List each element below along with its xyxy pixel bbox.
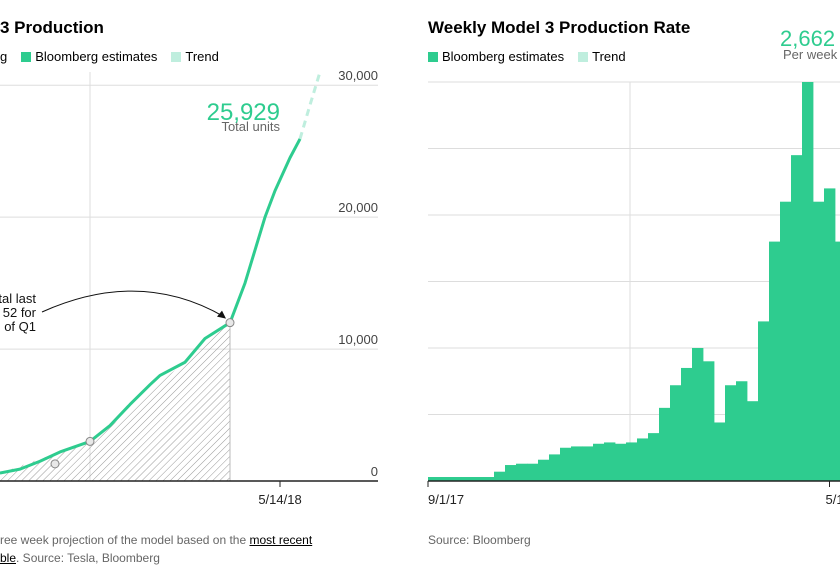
legend-item-estimates-right: Bloomberg estimates: [428, 49, 564, 64]
legend-swatch-trend: [171, 51, 182, 62]
total-units-label: Total units: [221, 119, 280, 134]
trend-line: [298, 71, 322, 140]
weekly-bar: [736, 381, 748, 481]
weekly-bar: [505, 465, 517, 481]
y-tick-label: 0: [371, 464, 378, 479]
weekly-bar: [626, 442, 638, 481]
reported-marker: [50, 459, 60, 469]
total-units-value: 25,929: [207, 99, 280, 126]
weekly-bar: [813, 201, 825, 481]
right-chart-title: Weekly Model 3 Production Rate: [428, 18, 691, 37]
weekly-bar: [604, 442, 616, 481]
annotation-arrow: [41, 290, 225, 318]
reported-marker: [85, 436, 95, 446]
weekly-bar: [769, 241, 781, 481]
y-tick-label: 30,000: [338, 68, 378, 83]
weekly-bar: [703, 361, 715, 481]
weekly-bar: [780, 201, 792, 481]
y-tick-label: 10,000: [338, 332, 378, 347]
per-week-value: 2,662: [780, 26, 835, 51]
estimates-line: [0, 138, 302, 475]
reported-area: [0, 322, 230, 481]
annotation-text: tal last: [0, 291, 36, 306]
weekly-bar: [582, 446, 594, 481]
footnote-link-most-recent[interactable]: most recent: [249, 533, 313, 547]
annotation-text: 52 for: [3, 305, 37, 320]
x-tick-label: 5/14/18: [258, 492, 301, 507]
weekly-bar: [483, 477, 495, 481]
weekly-bar: [461, 477, 473, 481]
legend-swatch-estimates: [21, 51, 32, 62]
weekly-bar: [450, 477, 462, 481]
weekly-bar: [725, 385, 737, 481]
weekly-bar: [538, 459, 550, 481]
legend-swatch-estimates-right: [428, 51, 438, 62]
weekly-bar: [527, 463, 539, 481]
legend-item-estimates: Bloomberg estimates: [21, 49, 157, 64]
right-chart-legend: Bloomberg estimates Trend: [428, 49, 640, 64]
left-chart-legend: g Bloomberg estimates Trend: [0, 49, 233, 64]
weekly-bar: [714, 422, 726, 481]
weekly-bar: [439, 477, 451, 481]
x-tick-label: 9/1/17: [428, 492, 464, 507]
weekly-bar: [681, 367, 693, 481]
weekly-bar: [758, 321, 770, 481]
weekly-bar: [593, 443, 605, 481]
legend-swatch-trend-right: [578, 51, 589, 62]
x-tick-label: 5/14/: [826, 492, 840, 507]
annotation-text: d of Q1: [0, 319, 36, 334]
weekly-bar: [637, 438, 649, 481]
weekly-bar: [692, 348, 704, 481]
weekly-bar: [615, 443, 627, 481]
weekly-bar: [659, 407, 671, 481]
weekly-bar: [516, 463, 528, 481]
footnote-link-table[interactable]: ble: [0, 551, 17, 565]
weekly-bar: [835, 241, 840, 481]
footnote-line2-text: . Source: Tesla, Bloomberg: [16, 551, 160, 565]
weekly-bar: [824, 188, 836, 481]
weekly-bar: [747, 401, 759, 481]
legend-item-trend: Trend: [171, 49, 219, 64]
legend-item-trend-right: Trend: [578, 49, 626, 64]
left-footnote: ree week projection of the model based o…: [0, 531, 312, 567]
left-chart-title: 3 Production: [0, 18, 104, 37]
legend-item-actual: g: [0, 49, 8, 64]
weekly-bar: [494, 471, 506, 481]
weekly-bar: [802, 82, 814, 481]
weekly-bar: [571, 446, 583, 481]
right-source-note: Source: Bloomberg: [428, 533, 531, 547]
weekly-bar: [670, 385, 682, 481]
y-tick-label: 20,000: [338, 200, 378, 215]
weekly-bar: [549, 454, 561, 481]
reported-marker: [225, 318, 235, 328]
weekly-bar: [560, 447, 572, 481]
weekly-bar: [472, 477, 484, 481]
weekly-bar: [648, 433, 660, 481]
per-week-label: Per week: [783, 47, 838, 62]
annotation-arrowhead: [217, 310, 226, 319]
footnote-line1-text: ree week projection of the model based o…: [0, 533, 250, 547]
weekly-bar: [428, 477, 440, 481]
weekly-bar: [791, 155, 803, 481]
